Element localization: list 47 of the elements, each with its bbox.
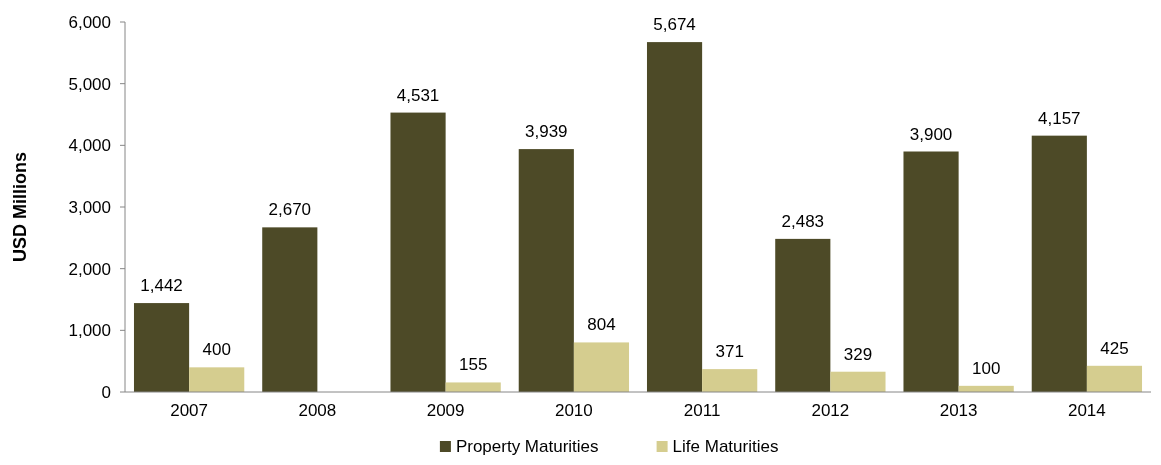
x-tick-label: 2011 xyxy=(683,401,721,420)
data-label: 371 xyxy=(715,342,744,362)
bar xyxy=(445,382,501,392)
bar xyxy=(775,238,831,392)
data-label: 2,483 xyxy=(781,211,825,231)
bar xyxy=(133,303,190,392)
data-label: 3,900 xyxy=(909,124,953,144)
y-tick-label: 5,000 xyxy=(68,74,111,94)
bar xyxy=(189,367,245,392)
x-tick-label: 2007 xyxy=(170,401,209,420)
data-label: 804 xyxy=(587,315,616,335)
data-label: 1,442 xyxy=(140,276,183,296)
data-label: 425 xyxy=(1100,338,1129,358)
y-tick-label: 6,000 xyxy=(68,12,111,32)
bar xyxy=(1086,365,1143,392)
x-tick-label: 2009 xyxy=(426,401,465,420)
y-tick-label: 4,000 xyxy=(68,136,111,156)
data-label: 2,670 xyxy=(268,200,312,220)
data-label: 100 xyxy=(972,358,1001,378)
data-label: 5,674 xyxy=(653,15,696,35)
data-label: 4,157 xyxy=(1038,108,1081,128)
y-tick-label: 0 xyxy=(101,382,111,402)
data-label: 3,939 xyxy=(525,122,568,142)
y-tick-label: 2,000 xyxy=(68,259,111,279)
data-label: 4,531 xyxy=(396,85,440,105)
legend-label: Life Maturities xyxy=(672,437,779,456)
data-label: 400 xyxy=(202,340,231,360)
bar xyxy=(573,342,630,392)
legend-label: Property Maturities xyxy=(455,437,599,456)
bar xyxy=(903,151,959,392)
bar xyxy=(518,149,574,392)
x-tick-label: 2013 xyxy=(939,401,978,420)
bar xyxy=(830,371,886,392)
bar xyxy=(702,369,758,392)
x-tick-label: 2012 xyxy=(811,401,850,420)
data-label: 155 xyxy=(459,355,488,375)
x-tick-label: 2014 xyxy=(1067,401,1106,420)
y-axis-title: USD Millions xyxy=(10,151,30,263)
bar xyxy=(646,42,703,392)
bar xyxy=(1031,135,1087,392)
y-tick-label: 1,000 xyxy=(68,321,111,341)
x-tick-label: 2010 xyxy=(554,401,593,420)
x-tick-label: 2008 xyxy=(298,401,337,420)
bar xyxy=(262,227,318,392)
data-label: 329 xyxy=(843,344,873,364)
y-tick-label: 3,000 xyxy=(68,197,111,217)
bar xyxy=(390,112,446,392)
